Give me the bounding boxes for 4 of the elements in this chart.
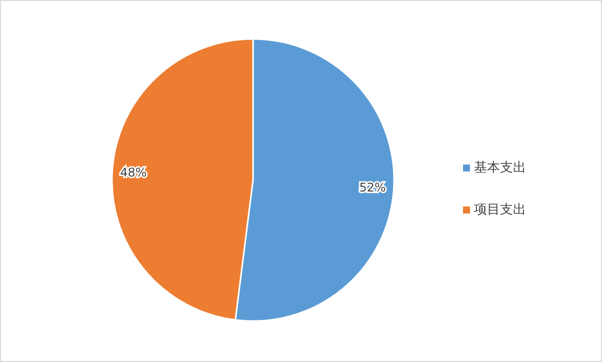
data-label: 48% [120,165,147,180]
data-label: 52% [359,180,386,195]
legend-label: 项目支出 [474,202,526,218]
legend-label: 基本支出 [474,160,526,176]
